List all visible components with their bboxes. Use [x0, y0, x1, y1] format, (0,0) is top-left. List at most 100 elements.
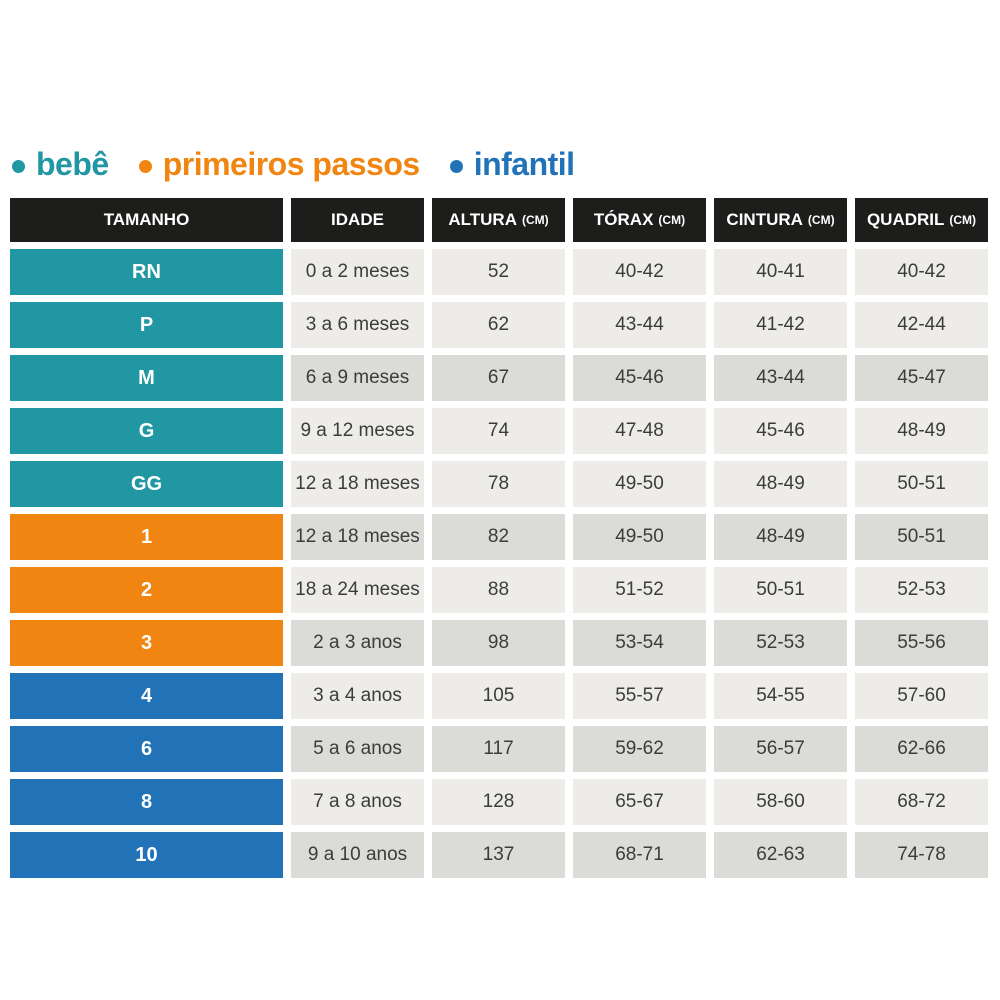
table-cell: 62-66 — [855, 726, 988, 772]
table-cell: 137 — [432, 832, 565, 878]
column-header-tórax: TÓRAX (CM) — [573, 198, 706, 242]
table-cell: 48-49 — [714, 514, 847, 560]
legend-label: primeiros passos — [162, 146, 421, 182]
column-header-quadril: QUADRIL (CM) — [855, 198, 988, 242]
table-cell: 48-49 — [855, 408, 988, 454]
table-cell: 68-71 — [573, 832, 706, 878]
size-cell-3: 3 — [10, 620, 283, 666]
column-header-tamanho: TAMANHO — [10, 198, 283, 242]
column-header-unit: (CM) — [521, 213, 549, 227]
table-cell: 52-53 — [714, 620, 847, 666]
size-table: TAMANHO IDADE ALTURA (CM) TÓRAX (CM) CINTURA (C… — [10, 198, 988, 878]
table-cell: 74 — [432, 408, 565, 454]
table-cell: 41-42 — [714, 302, 847, 348]
column-header-unit: (CM) — [949, 213, 977, 227]
table-cell: 45-47 — [855, 355, 988, 401]
table-cell: 51-52 — [573, 567, 706, 613]
table-cell: 12 a 18 meses — [291, 461, 424, 507]
table-cell: 50-51 — [855, 514, 988, 560]
table-cell: 88 — [432, 567, 565, 613]
table-cell: 78 — [432, 461, 565, 507]
column-header-label: TAMANHO — [103, 210, 190, 229]
table-cell: 0 a 2 meses — [291, 249, 424, 295]
legend-item-bebe: bebê — [12, 146, 109, 183]
table-cell: 50-51 — [855, 461, 988, 507]
table-cell: 117 — [432, 726, 565, 772]
table-cell: 82 — [432, 514, 565, 560]
table-cell: 98 — [432, 620, 565, 666]
table-cell: 50-51 — [714, 567, 847, 613]
table-cell: 55-57 — [573, 673, 706, 719]
table-cell: 45-46 — [714, 408, 847, 454]
table-cell: 45-46 — [573, 355, 706, 401]
table-cell: 68-72 — [855, 779, 988, 825]
column-header-label: QUADRIL — [866, 210, 945, 229]
table-cell: 40-42 — [573, 249, 706, 295]
size-cell-1: 1 — [10, 514, 283, 560]
column-header-unit: (CM) — [807, 213, 835, 227]
table-cell: 58-60 — [714, 779, 847, 825]
table-cell: 47-48 — [573, 408, 706, 454]
table-cell: 67 — [432, 355, 565, 401]
legend-item-infantil: infantil — [449, 146, 575, 183]
bullet-dot-icon — [138, 160, 152, 173]
bullet-dot-icon — [449, 160, 463, 173]
table-cell: 18 a 24 meses — [291, 567, 424, 613]
category-legend: bebê primeiros passos infantil — [12, 146, 575, 183]
size-cell-rn: RN — [10, 249, 283, 295]
table-cell: 53-54 — [573, 620, 706, 666]
table-cell: 52-53 — [855, 567, 988, 613]
size-cell-4: 4 — [10, 673, 283, 719]
table-cell: 54-55 — [714, 673, 847, 719]
table-cell: 52 — [432, 249, 565, 295]
table-cell: 62-63 — [714, 832, 847, 878]
table-cell: 65-67 — [573, 779, 706, 825]
table-cell: 56-57 — [714, 726, 847, 772]
table-cell: 49-50 — [573, 514, 706, 560]
size-cell-p: P — [10, 302, 283, 348]
table-cell: 40-42 — [855, 249, 988, 295]
table-cell: 2 a 3 anos — [291, 620, 424, 666]
table-cell: 5 a 6 anos — [291, 726, 424, 772]
legend-item-primeiros_passos: primeiros passos — [138, 146, 421, 183]
size-cell-2: 2 — [10, 567, 283, 613]
table-cell: 9 a 10 anos — [291, 832, 424, 878]
column-header-unit: (CM) — [658, 213, 686, 227]
table-cell: 42-44 — [855, 302, 988, 348]
table-cell: 55-56 — [855, 620, 988, 666]
column-header-idade: IDADE — [291, 198, 424, 242]
table-cell: 6 a 9 meses — [291, 355, 424, 401]
column-header-label: CINTURA — [726, 210, 803, 229]
table-cell: 57-60 — [855, 673, 988, 719]
table-cell: 48-49 — [714, 461, 847, 507]
table-cell: 7 a 8 anos — [291, 779, 424, 825]
table-cell: 12 a 18 meses — [291, 514, 424, 560]
table-cell: 3 a 6 meses — [291, 302, 424, 348]
table-cell: 43-44 — [714, 355, 847, 401]
size-cell-m: M — [10, 355, 283, 401]
size-cell-6: 6 — [10, 726, 283, 772]
table-cell: 59-62 — [573, 726, 706, 772]
column-header-altura: ALTURA (CM) — [432, 198, 565, 242]
column-header-label: IDADE — [331, 210, 384, 229]
size-cell-g: G — [10, 408, 283, 454]
table-cell: 40-41 — [714, 249, 847, 295]
column-header-label: TÓRAX — [593, 210, 654, 229]
table-cell: 128 — [432, 779, 565, 825]
size-cell-10: 10 — [10, 832, 283, 878]
legend-label: bebê — [36, 146, 109, 182]
size-cell-gg: GG — [10, 461, 283, 507]
table-cell: 74-78 — [855, 832, 988, 878]
table-cell: 43-44 — [573, 302, 706, 348]
bullet-dot-icon — [12, 160, 25, 173]
column-header-cintura: CINTURA (CM) — [714, 198, 847, 242]
legend-label: infantil — [473, 146, 575, 182]
size-cell-8: 8 — [10, 779, 283, 825]
table-cell: 3 a 4 anos — [291, 673, 424, 719]
table-cell: 105 — [432, 673, 565, 719]
table-cell: 9 a 12 meses — [291, 408, 424, 454]
column-header-label: ALTURA — [448, 210, 517, 229]
table-cell: 49-50 — [573, 461, 706, 507]
table-cell: 62 — [432, 302, 565, 348]
